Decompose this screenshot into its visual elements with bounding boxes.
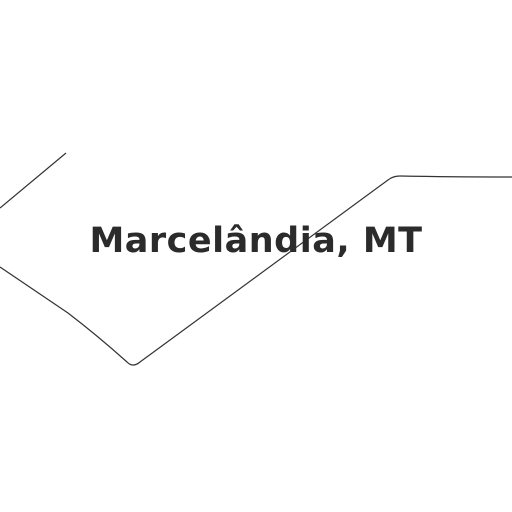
boundary-line-upper-left [0, 152, 67, 209]
boundary-line-main [0, 175, 512, 366]
municipality-label: Marcelândia, MT [89, 221, 423, 261]
